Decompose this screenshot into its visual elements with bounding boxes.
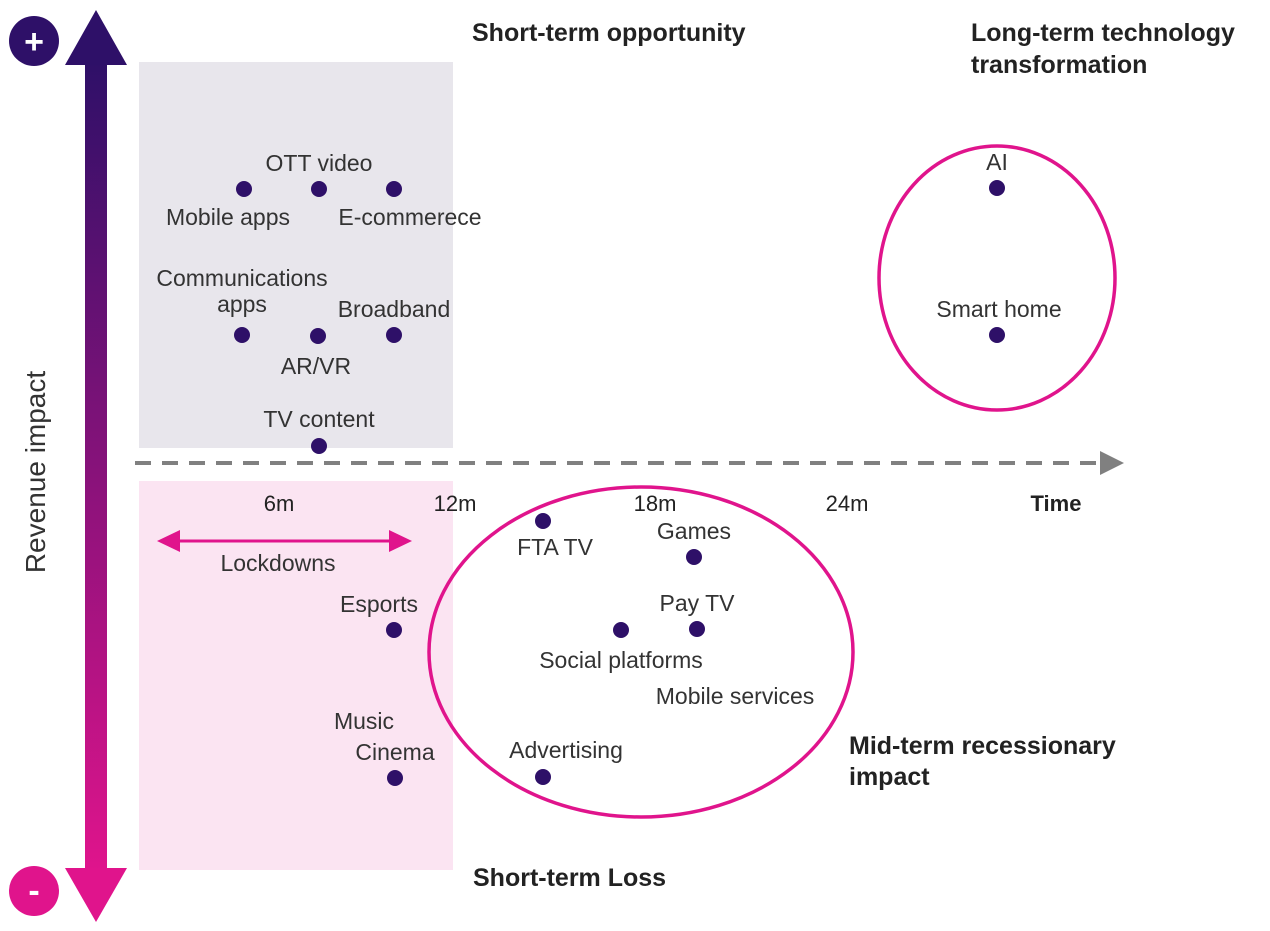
mid-term-recessionary-title-line2: impact [849, 763, 930, 791]
y-axis-label: Revenue impact [20, 371, 51, 574]
tv-content-label: TV content [263, 406, 375, 432]
broadband-dot [386, 327, 402, 343]
long-term-technology-title-line2: transformation [971, 51, 1147, 79]
time-axis-arrow [1100, 451, 1124, 475]
tick-6m: 6m [264, 491, 295, 516]
tick-12m: 12m [434, 491, 477, 516]
pay-tv-label: Pay TV [660, 590, 736, 616]
music-cinema-dot [387, 770, 403, 786]
short-term-loss-title: Short-term Loss [473, 864, 666, 892]
mobile-apps-label: Mobile apps [166, 204, 290, 230]
tv-content-dot [311, 438, 327, 454]
esports-dot [386, 622, 402, 638]
fta-tv-label: FTA TV [517, 534, 593, 560]
long-term-technology-title-line1: Long-term technology [971, 19, 1235, 47]
social-platforms-label: Social platforms [539, 647, 703, 673]
communications-apps-label-line2: apps [217, 291, 267, 317]
pay-tv-dot [689, 621, 705, 637]
ai-dot [989, 180, 1005, 196]
broadband-label: Broadband [338, 296, 451, 322]
minus-sign: - [28, 872, 39, 910]
short-term-opportunity-zone [139, 62, 453, 448]
mid-term-recessionary-title-line1: Mid-term recessionary [849, 732, 1116, 760]
long-term-cluster-ellipse [877, 144, 1117, 412]
ott-video-label: OTT video [266, 150, 373, 176]
games-label: Games [657, 518, 731, 544]
mobile-services-label: Mobile services [656, 683, 815, 709]
mid-term-cluster-ellipse [427, 485, 855, 819]
ai-label: AI [986, 149, 1008, 175]
e-commerce-dot [386, 181, 402, 197]
smart-home-label: Smart home [936, 296, 1061, 322]
ar-vr-dot [310, 328, 326, 344]
tick-24m: 24m [826, 491, 869, 516]
ar-vr-label: AR/VR [281, 353, 351, 379]
communications-apps-label-line1: Communications [156, 265, 327, 291]
revenue-axis-shaft [85, 60, 107, 874]
social-platforms-dot [613, 622, 629, 638]
advertising-dot [535, 769, 551, 785]
revenue-axis-up-arrow [65, 10, 127, 65]
plus-badge [9, 16, 59, 66]
communications-apps-dot [234, 327, 250, 343]
time-axis-label: Time [1031, 491, 1082, 516]
esports-label: Esports [340, 591, 418, 617]
lockdowns-label: Lockdowns [220, 550, 335, 576]
e-commerce-label: E-commerece [338, 204, 481, 230]
revenue-axis-down-arrow [65, 868, 127, 922]
minus-badge [9, 866, 59, 916]
plus-sign: + [24, 23, 44, 61]
fta-tv-dot [535, 513, 551, 529]
ott-video-dot [311, 181, 327, 197]
advertising-label: Advertising [509, 737, 623, 763]
smart-home-dot [989, 327, 1005, 343]
lockdowns-arrow-right-head [389, 530, 412, 552]
lockdowns-arrow-left-head [157, 530, 180, 552]
cinema-label: Cinema [355, 739, 434, 765]
music-label: Music [334, 708, 394, 734]
tick-18m: 18m [634, 491, 677, 516]
short-term-opportunity-title: Short-term opportunity [472, 19, 746, 47]
mobile-apps-dot [236, 181, 252, 197]
games-dot [686, 549, 702, 565]
